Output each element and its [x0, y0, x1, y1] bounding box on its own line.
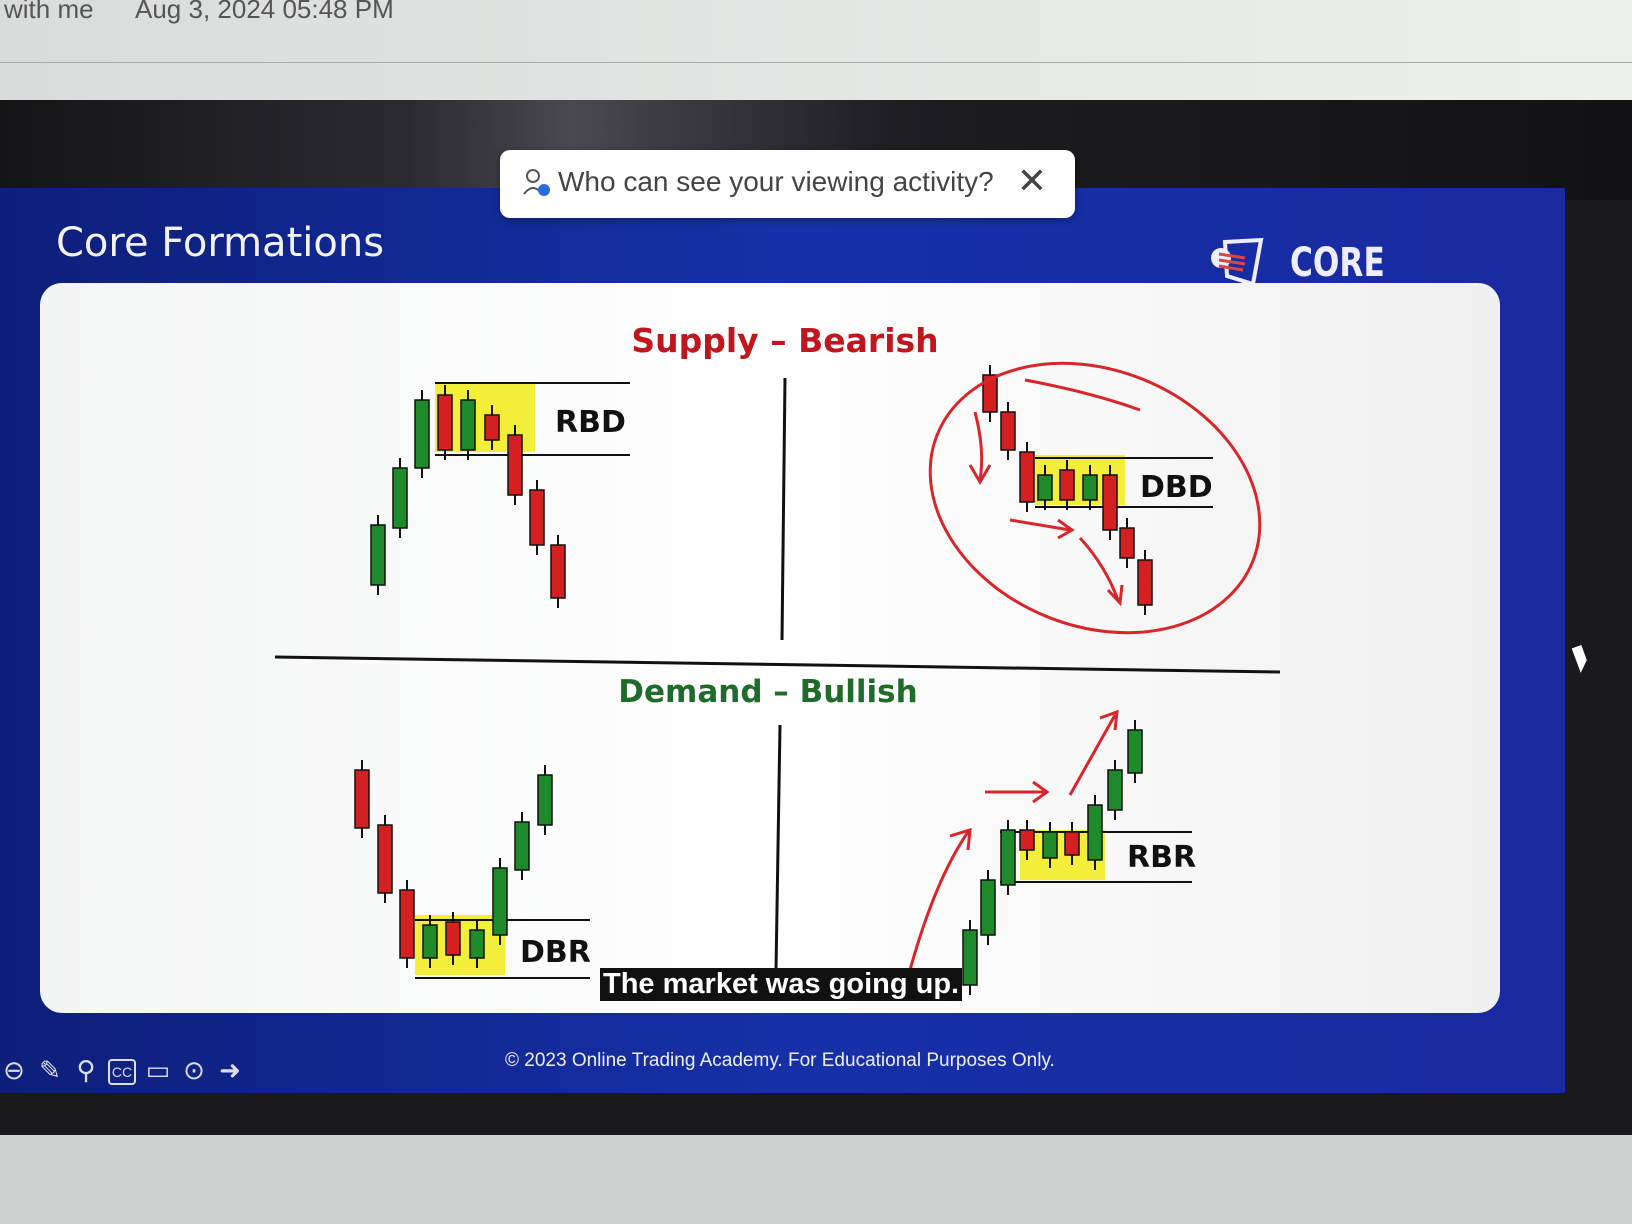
- candle-green: [414, 399, 430, 469]
- candle-red: [1000, 411, 1016, 451]
- formation-label: RBD: [555, 405, 626, 440]
- copyright-footer: © 2023 Online Trading Academy. For Educa…: [505, 1050, 1055, 1071]
- annotation-arrow: [985, 780, 1050, 804]
- candle-green: [460, 399, 476, 451]
- annotation-arrow: [968, 411, 992, 485]
- candle-green: [1000, 829, 1016, 886]
- formation-label: RBR: [1127, 840, 1196, 875]
- candle-green: [537, 774, 553, 826]
- back-icon[interactable]: ⊖: [3, 1055, 25, 1085]
- candle-green: [422, 924, 438, 959]
- vertical-divider-top: [780, 377, 787, 641]
- annotation-circle: [928, 361, 1262, 635]
- candle-red: [354, 769, 370, 829]
- formation-dbd: DBD: [982, 365, 1213, 615]
- annotation-arrow: [1078, 536, 1124, 607]
- timestamp: Aug 3, 2024 05:48 PM: [135, 0, 394, 24]
- formation-label: DBD: [1140, 470, 1213, 505]
- candle-red: [1019, 451, 1035, 503]
- candle-green: [514, 821, 530, 871]
- annotation-arrow: [1009, 518, 1075, 540]
- candle-green: [370, 524, 386, 586]
- page-bottom-area: [0, 1135, 1632, 1224]
- candle-green: [1082, 474, 1098, 501]
- candle-green: [1037, 474, 1053, 501]
- annotations: [908, 361, 1262, 971]
- video-caption: The market was going up.: [600, 968, 963, 1001]
- annotation-arrow: [908, 827, 972, 971]
- candle-green: [980, 879, 996, 936]
- candle-red: [1137, 559, 1153, 606]
- candle-red: [1059, 469, 1075, 501]
- slide-title: Core Formations: [56, 220, 385, 266]
- candle-red: [377, 824, 393, 894]
- candle-red: [484, 414, 500, 441]
- viewing-activity-popup[interactable]: Who can see your viewing activity? ✕: [500, 150, 1075, 218]
- demand-heading: Demand – Bullish: [618, 674, 917, 710]
- candle-green: [1107, 769, 1123, 811]
- candle-green: [1127, 729, 1143, 774]
- pen-icon[interactable]: ✎: [39, 1055, 61, 1085]
- candle-red: [437, 394, 453, 451]
- vertical-divider-bottom: [774, 724, 782, 971]
- candle-red: [1119, 527, 1135, 559]
- candle-red: [1102, 474, 1118, 531]
- formation-label: DBR: [520, 935, 591, 970]
- formation-rbd: RBD: [370, 382, 630, 608]
- camera-icon[interactable]: ▭: [145, 1055, 171, 1085]
- candle-green: [962, 929, 978, 986]
- more-icon[interactable]: ⊙: [183, 1055, 205, 1085]
- annotation-arrow: [1068, 709, 1119, 796]
- candle-green: [469, 929, 485, 959]
- supply-heading: Supply – Bearish: [631, 321, 938, 360]
- candle-green: [492, 867, 508, 936]
- candle-green: [1042, 831, 1058, 859]
- next-icon[interactable]: ➜: [219, 1055, 241, 1085]
- formation-rbr: RBR: [962, 720, 1196, 995]
- closed-captions-icon[interactable]: CC: [108, 1059, 136, 1085]
- player-toolbar: ⊖ ✎ ⚲ CC ▭ ⊙ ➜: [0, 1056, 244, 1085]
- file-info-bar: with me Aug 3, 2024 05:48 PM: [0, 0, 1632, 100]
- candle-red: [507, 434, 523, 496]
- candle-red: [1019, 829, 1035, 851]
- candle-green: [392, 467, 408, 529]
- annotation-stroke: [1024, 378, 1141, 412]
- person-eye-icon: [523, 169, 550, 196]
- popup-text: Who can see your viewing activity?: [558, 166, 994, 197]
- horizontal-divider: [274, 655, 1281, 674]
- candle-green: [1087, 804, 1103, 861]
- candle-red: [982, 374, 998, 413]
- formation-dbr: DBR: [354, 760, 591, 979]
- shared-with-me-label: with me: [4, 0, 94, 24]
- slide: Core Formations CORE STRATEGY ⊖ ✎ ⚲ CC ▭…: [0, 188, 1565, 1093]
- candle-red: [399, 889, 415, 959]
- candle-red: [1064, 831, 1080, 856]
- content-panel: [40, 283, 1500, 1013]
- zoom-icon[interactable]: ⚲: [76, 1055, 96, 1085]
- close-icon[interactable]: ✕: [1016, 160, 1047, 201]
- candle-red: [550, 544, 566, 599]
- candle-red: [529, 489, 545, 546]
- candle-red: [445, 921, 461, 956]
- divider: [0, 62, 1632, 63]
